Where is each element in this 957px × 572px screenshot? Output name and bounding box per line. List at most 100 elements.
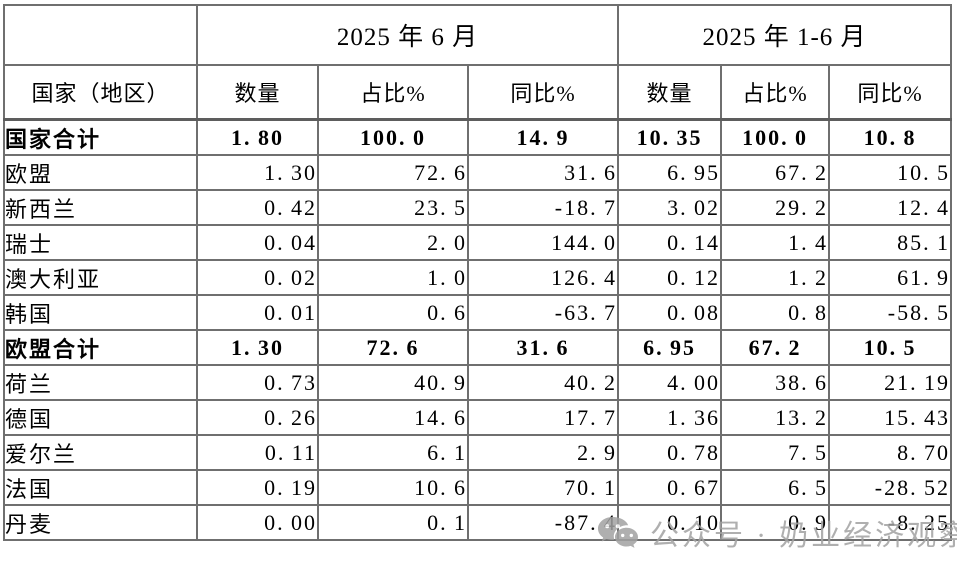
col-header-quantity-jun: 数量 <box>196 64 319 121</box>
col-group-june-2025: 2025 年 6 月 <box>195 4 620 66</box>
column-group-header-row: 2025 年 6 月 2025 年 1-6 月 <box>3 4 953 66</box>
country-name-cell: 德国 <box>3 399 198 436</box>
value-cell: 14. 9 <box>466 118 620 156</box>
value-cell: -58. 5 <box>828 294 953 331</box>
country-name-cell: 爱尔兰 <box>3 434 198 471</box>
value-cell: 31. 6 <box>466 329 620 366</box>
value-cell: 8. 70 <box>828 434 953 471</box>
value-cell: -28. 52 <box>828 469 953 506</box>
country-name-cell: 新西兰 <box>3 189 198 226</box>
value-cell: -8. 25 <box>828 504 953 541</box>
country-name-cell: 丹麦 <box>3 504 198 541</box>
country-name-cell: 欧盟合计 <box>3 329 198 366</box>
value-cell: 72. 6 <box>317 329 469 366</box>
value-cell: 0. 10 <box>617 504 723 541</box>
value-cell: 0. 78 <box>617 434 723 471</box>
value-cell: 70. 1 <box>466 469 620 506</box>
value-cell: 61. 9 <box>828 259 953 296</box>
value-cell: 0. 11 <box>196 434 319 471</box>
column-header-row: 国家（地区） 数量 占比% 同比% 数量 占比% 同比% <box>3 64 953 121</box>
value-cell: 144. 0 <box>466 224 620 261</box>
table-row-south-korea: 韩国 0. 01 0. 6 -63. 7 0. 08 0. 8 -58. 5 <box>3 294 953 331</box>
value-cell: 67. 2 <box>720 154 831 191</box>
value-cell: -87. 4 <box>466 504 620 541</box>
value-cell: 4. 00 <box>617 364 723 401</box>
value-cell: 1. 80 <box>196 118 319 156</box>
value-cell: 15. 43 <box>828 399 953 436</box>
value-cell: 17. 7 <box>466 399 620 436</box>
table-row-ireland: 爱尔兰 0. 11 6. 1 2. 9 0. 78 7. 5 8. 70 <box>3 434 953 471</box>
country-name-cell: 瑞士 <box>3 224 198 261</box>
value-cell: 100. 0 <box>720 118 831 156</box>
value-cell: 0. 08 <box>617 294 723 331</box>
row-header-label: 国家（地区） <box>3 64 198 121</box>
value-cell: 1. 4 <box>720 224 831 261</box>
table-row-switzerland: 瑞士 0. 04 2. 0 144. 0 0. 14 1. 4 85. 1 <box>3 224 953 261</box>
value-cell: 72. 6 <box>317 154 469 191</box>
value-cell: 0. 6 <box>317 294 469 331</box>
col-header-yoy-ytd: 同比% <box>828 64 953 121</box>
col-group-jan-jun-2025: 2025 年 1-6 月 <box>617 4 953 66</box>
value-cell: 10. 5 <box>828 329 953 366</box>
value-cell: 40. 9 <box>317 364 469 401</box>
value-cell: 0. 73 <box>196 364 319 401</box>
value-cell: 29. 2 <box>720 189 831 226</box>
table-row-new-zealand: 新西兰 0. 42 23. 5 -18. 7 3. 02 29. 2 12. 4 <box>3 189 953 226</box>
value-cell: 10. 6 <box>317 469 469 506</box>
value-cell: 0. 01 <box>196 294 319 331</box>
country-name-cell: 国家合计 <box>3 118 198 156</box>
value-cell: 3. 02 <box>617 189 723 226</box>
value-cell: 23. 5 <box>317 189 469 226</box>
value-cell: 85. 1 <box>828 224 953 261</box>
col-header-quantity-ytd: 数量 <box>617 64 723 121</box>
value-cell: 10. 8 <box>828 118 953 156</box>
value-cell: 1. 30 <box>196 154 319 191</box>
value-cell: 31. 6 <box>466 154 620 191</box>
value-cell: 0. 42 <box>196 189 319 226</box>
table-row-denmark: 丹麦 0. 00 0. 1 -87. 4 0. 10 0. 9 -8. 25 <box>3 504 953 541</box>
value-cell: 0. 8 <box>720 294 831 331</box>
col-header-share-ytd: 占比% <box>720 64 831 121</box>
country-name-cell: 欧盟 <box>3 154 198 191</box>
table-row-eu-total: 欧盟合计 1. 30 72. 6 31. 6 6. 95 67. 2 10. 5 <box>3 329 953 366</box>
table-row-australia: 澳大利亚 0. 02 1. 0 126. 4 0. 12 1. 2 61. 9 <box>3 259 953 296</box>
country-name-cell: 韩国 <box>3 294 198 331</box>
value-cell: 0. 1 <box>317 504 469 541</box>
table-row-eu: 欧盟 1. 30 72. 6 31. 6 6. 95 67. 2 10. 5 <box>3 154 953 191</box>
country-name-cell: 法国 <box>3 469 198 506</box>
value-cell: 0. 12 <box>617 259 723 296</box>
value-cell: 6. 95 <box>617 154 723 191</box>
country-name-cell: 澳大利亚 <box>3 259 198 296</box>
value-cell: 0. 04 <box>196 224 319 261</box>
table-row-netherlands: 荷兰 0. 73 40. 9 40. 2 4. 00 38. 6 21. 19 <box>3 364 953 401</box>
value-cell: 21. 19 <box>828 364 953 401</box>
value-cell: 1. 0 <box>317 259 469 296</box>
value-cell: 0. 19 <box>196 469 319 506</box>
value-cell: 100. 0 <box>317 118 469 156</box>
value-cell: 0. 00 <box>196 504 319 541</box>
table-row-total-all: 国家合计 1. 80 100. 0 14. 9 10. 35 100. 0 10… <box>3 118 953 156</box>
table-row-france: 法国 0. 19 10. 6 70. 1 0. 67 6. 5 -28. 52 <box>3 469 953 506</box>
value-cell: 0. 02 <box>196 259 319 296</box>
value-cell: 6. 1 <box>317 434 469 471</box>
value-cell: 0. 9 <box>720 504 831 541</box>
value-cell: 2. 9 <box>466 434 620 471</box>
value-cell: 126. 4 <box>466 259 620 296</box>
value-cell: 0. 14 <box>617 224 723 261</box>
value-cell: 0. 67 <box>617 469 723 506</box>
value-cell: 12. 4 <box>828 189 953 226</box>
value-cell: 40. 2 <box>466 364 620 401</box>
value-cell: 38. 6 <box>720 364 831 401</box>
value-cell: 10. 35 <box>617 118 723 156</box>
col-header-share-jun: 占比% <box>317 64 469 121</box>
corner-cell <box>3 4 198 66</box>
value-cell: 1. 36 <box>617 399 723 436</box>
value-cell: 1. 2 <box>720 259 831 296</box>
country-name-cell: 荷兰 <box>3 364 198 401</box>
value-cell: 2. 0 <box>317 224 469 261</box>
value-cell: -63. 7 <box>466 294 620 331</box>
value-cell: 13. 2 <box>720 399 831 436</box>
value-cell: 67. 2 <box>720 329 831 366</box>
value-cell: 7. 5 <box>720 434 831 471</box>
